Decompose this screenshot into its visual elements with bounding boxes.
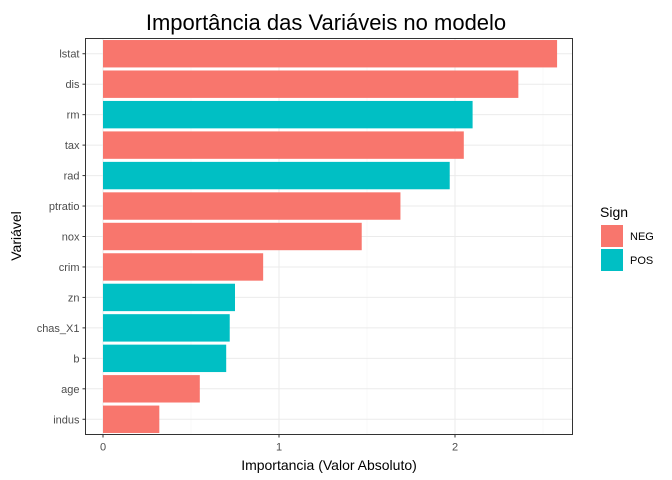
y-tick-label-indus: indus: [53, 414, 80, 426]
y-tick-label-chas_X1: chas_X1: [37, 323, 80, 335]
y-tick-label-ptratio: ptratio: [49, 201, 80, 213]
y-tick-label-nox: nox: [62, 232, 80, 244]
legend-label-pos: POS: [630, 255, 653, 267]
y-tick-label-age: age: [61, 384, 79, 396]
legend-key-pos: [601, 249, 623, 271]
x-axis-title: Importancia (Valor Absoluto): [241, 457, 417, 473]
bar-lstat: [103, 40, 558, 68]
y-tick-label-crim: crim: [59, 262, 80, 274]
legend-entries: NEG POS: [601, 225, 654, 271]
bar-age: [103, 375, 200, 403]
bars: [103, 40, 558, 433]
bar-dis: [103, 70, 519, 98]
bar-chas_X1: [103, 314, 230, 342]
x-tick-label-0: 0: [100, 442, 106, 454]
bar-nox: [103, 222, 362, 251]
legend: Sign NEG POS: [600, 204, 654, 271]
y-tick-label-dis: dis: [65, 79, 80, 91]
bar-tax: [103, 131, 464, 159]
bar-zn: [103, 283, 235, 312]
x-tick-label-1: 1: [276, 442, 282, 454]
y-tick-label-zn: zn: [68, 292, 80, 304]
bar-crim: [103, 253, 264, 281]
legend-title: Sign: [600, 204, 628, 220]
y-tick-label-lstat: lstat: [59, 49, 79, 61]
bar-rm: [103, 100, 473, 129]
y-axis-ticks: lstat dis rm tax rad ptratio nox crim zn chas_X1b…: [37, 49, 86, 426]
plot-panel: [85, 38, 573, 435]
y-tick-label-tax: tax: [65, 140, 80, 152]
x-tick-label-2: 2: [452, 442, 458, 454]
bar-b: [103, 344, 227, 373]
legend-label-neg: NEG: [630, 231, 654, 243]
legend-key-neg: [601, 225, 623, 247]
x-axis-ticks: 0 1 2: [100, 434, 458, 454]
y-tick-label-rm: rm: [67, 110, 80, 122]
y-tick-label-rad: rad: [64, 171, 80, 183]
bar-ptratio: [103, 192, 401, 220]
bar-rad: [103, 161, 450, 190]
chart-title: Importância das Variáveis no modelo: [146, 10, 506, 35]
y-tick-label-b: b: [73, 353, 79, 365]
bar-indus: [103, 405, 160, 433]
y-axis-title: Variável: [8, 211, 24, 261]
